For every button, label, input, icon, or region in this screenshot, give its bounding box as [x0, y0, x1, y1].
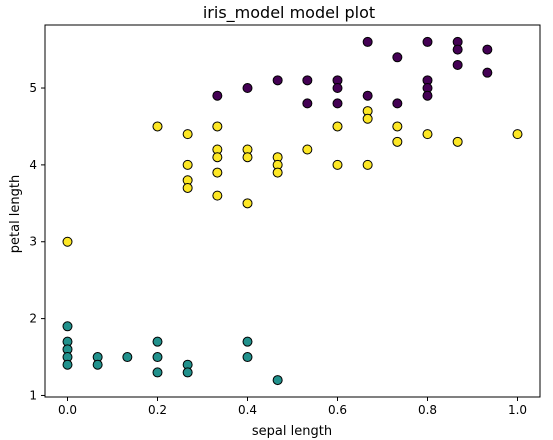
y-axis-ticks: 1 2 3 4 5 — [29, 81, 45, 402]
data-point — [362, 36, 373, 47]
data-point — [152, 367, 163, 378]
y-tick-label: 2 — [29, 312, 37, 326]
y-tick-label: 1 — [29, 388, 37, 402]
data-point — [362, 90, 373, 101]
data-point — [122, 352, 133, 363]
x-axis-label: sepal length — [252, 424, 332, 439]
chart-title: iris_model model plot — [203, 3, 375, 23]
data-point — [482, 67, 493, 78]
data-points — [62, 36, 523, 386]
data-point — [182, 159, 193, 170]
data-point — [422, 36, 433, 47]
data-point — [182, 182, 193, 193]
data-point — [422, 129, 433, 140]
y-tick-label: 5 — [29, 81, 37, 95]
data-point — [362, 159, 373, 170]
data-point — [152, 121, 163, 132]
data-point — [62, 359, 73, 370]
y-tick-label: 3 — [29, 235, 37, 249]
data-point — [212, 90, 223, 101]
data-point — [62, 321, 73, 332]
data-point — [212, 190, 223, 201]
data-point — [152, 336, 163, 347]
data-point — [242, 83, 253, 94]
y-tick-label: 4 — [29, 158, 37, 172]
data-point — [302, 75, 313, 86]
plot-frame — [44, 24, 541, 398]
data-point — [302, 144, 313, 155]
x-tick-label: 0.6 — [328, 403, 347, 417]
data-point — [242, 152, 253, 163]
data-point — [422, 90, 433, 101]
data-point — [212, 121, 223, 132]
data-point — [92, 359, 103, 370]
data-point — [182, 129, 193, 140]
data-point — [392, 121, 403, 132]
data-point — [332, 98, 343, 109]
data-point — [242, 336, 253, 347]
x-axis-ticks: 0.0 0.2 0.4 0.6 0.8 1.0 — [58, 397, 527, 417]
data-point — [392, 98, 403, 109]
data-point — [242, 352, 253, 363]
y-axis-label: petal length — [8, 175, 23, 254]
data-point — [392, 52, 403, 63]
data-point — [212, 167, 223, 178]
data-point — [302, 98, 313, 109]
data-point — [332, 159, 343, 170]
data-point — [62, 236, 73, 247]
x-tick-label: 0.8 — [418, 403, 437, 417]
data-point — [332, 83, 343, 94]
data-point — [452, 136, 463, 147]
data-point — [452, 44, 463, 55]
data-point — [392, 136, 403, 147]
x-tick-label: 0.0 — [58, 403, 77, 417]
data-point — [272, 375, 283, 386]
data-point — [332, 121, 343, 132]
data-point — [512, 129, 523, 140]
data-point — [482, 44, 493, 55]
data-point — [182, 367, 193, 378]
data-point — [152, 352, 163, 363]
data-point — [452, 59, 463, 70]
data-point — [272, 167, 283, 178]
data-point — [362, 113, 373, 124]
x-tick-label: 0.4 — [238, 403, 257, 417]
x-tick-label: 0.2 — [148, 403, 167, 417]
x-tick-label: 1.0 — [508, 403, 527, 417]
data-point — [212, 152, 223, 163]
data-point — [272, 75, 283, 86]
data-point — [242, 198, 253, 209]
